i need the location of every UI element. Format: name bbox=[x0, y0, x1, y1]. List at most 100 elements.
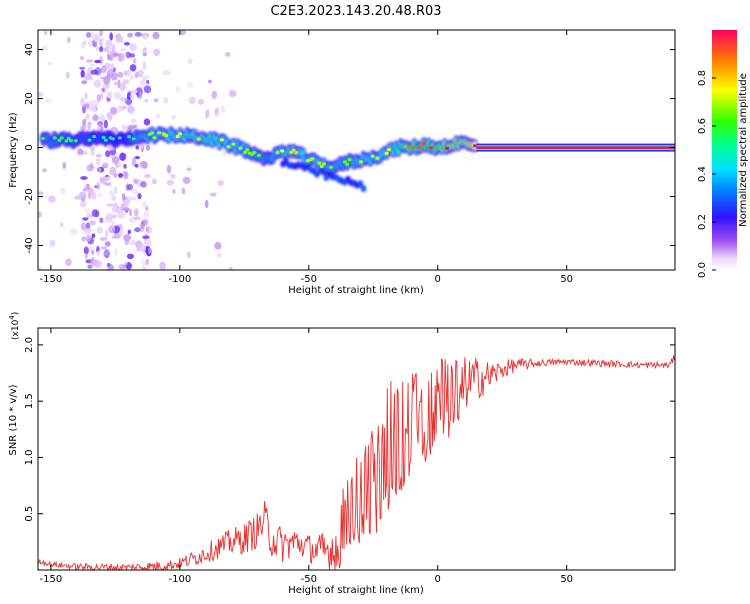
x-tick-label: -100 bbox=[168, 274, 191, 285]
noise-speckle bbox=[86, 164, 94, 172]
colorbar-tick-label: 0.6 bbox=[697, 118, 708, 134]
noise-speckle bbox=[99, 30, 104, 37]
ridge-peak bbox=[131, 137, 136, 141]
noise-speckle bbox=[104, 39, 113, 48]
noise-speckle bbox=[117, 71, 124, 78]
noise-speckle bbox=[113, 232, 121, 239]
noise-speckle bbox=[105, 229, 109, 239]
noise-speckle bbox=[93, 79, 102, 88]
noise-speckle bbox=[123, 42, 131, 46]
noise-speckle bbox=[110, 106, 117, 115]
snr-x-ticks: -150 -100 -50 0 50 bbox=[40, 328, 573, 585]
noise-speckle bbox=[38, 191, 44, 195]
ridge-peak bbox=[384, 151, 389, 155]
noise-speckle bbox=[80, 223, 86, 231]
ridge-peak bbox=[127, 135, 131, 139]
ridge-peak bbox=[445, 146, 449, 150]
noise-speckle bbox=[42, 45, 48, 51]
y-tick-label: 1.5 bbox=[24, 393, 35, 409]
spectrogram-frame bbox=[37, 29, 676, 271]
noise-speckle bbox=[96, 226, 103, 234]
ridge-peak bbox=[59, 136, 64, 140]
noise-speckle bbox=[119, 82, 127, 92]
noise-speckle bbox=[170, 173, 176, 179]
noise-speckle bbox=[83, 103, 90, 109]
noise-speckle bbox=[187, 58, 193, 64]
noise-speckle bbox=[87, 40, 93, 47]
noise-speckle bbox=[84, 252, 88, 260]
noise-speckle bbox=[133, 178, 139, 184]
noise-speckle bbox=[48, 195, 56, 203]
noise-speckle bbox=[104, 182, 112, 186]
x-tick-label: 50 bbox=[560, 274, 573, 285]
noise-speckle bbox=[143, 211, 150, 218]
noise-speckle bbox=[140, 244, 146, 253]
noise-speckle bbox=[69, 228, 78, 235]
noise-speckle bbox=[166, 179, 175, 186]
ridge-branch bbox=[357, 180, 364, 188]
noise-speckle bbox=[182, 176, 191, 184]
noise-speckle bbox=[143, 85, 152, 94]
y-tick-label: 20 bbox=[24, 92, 35, 105]
ridge-peak bbox=[226, 145, 231, 149]
noise-speckle bbox=[90, 69, 99, 75]
noise-speckle bbox=[119, 152, 127, 161]
noise-speckle bbox=[111, 207, 119, 212]
noise-speckle bbox=[96, 260, 103, 267]
noise-speckle bbox=[112, 52, 120, 57]
noise-speckle bbox=[137, 193, 142, 200]
noise-speckle bbox=[111, 43, 116, 53]
noise-speckle bbox=[140, 223, 145, 233]
noise-speckle bbox=[113, 81, 119, 86]
spectrogram-panel: -150 -100 -50 0 50 40 20 0 -20 -40 Height of str… bbox=[8, 29, 676, 296]
noise-speckle bbox=[86, 31, 91, 38]
noise-speckle bbox=[119, 48, 126, 52]
noise-speckle bbox=[145, 226, 149, 232]
ridge-peak bbox=[403, 145, 408, 149]
y-tick-label: 1.0 bbox=[24, 449, 35, 465]
noise-speckle bbox=[145, 258, 150, 265]
noise-speckle bbox=[144, 98, 149, 103]
noise-speckle bbox=[147, 247, 152, 254]
noise-speckle bbox=[97, 122, 103, 128]
colorbar-tick-label: 0.8 bbox=[697, 70, 708, 86]
noise-speckle bbox=[144, 173, 151, 179]
noise-speckle bbox=[113, 72, 118, 81]
noise-speckle bbox=[216, 252, 222, 258]
noise-speckle bbox=[83, 247, 89, 255]
noise-speckle bbox=[146, 79, 150, 85]
noise-speckle bbox=[132, 58, 137, 64]
noise-speckle bbox=[126, 104, 134, 113]
noise-speckle bbox=[91, 250, 95, 255]
noise-speckle bbox=[106, 203, 115, 207]
colorbar: 0.0 0.2 0.4 0.6 0.8 Normalized spectral ampl… bbox=[697, 30, 749, 278]
noise-speckle bbox=[94, 59, 102, 64]
noise-speckle bbox=[175, 86, 180, 92]
noise-speckle bbox=[127, 32, 134, 38]
noise-speckle bbox=[84, 92, 88, 100]
noise-speckle bbox=[123, 163, 127, 169]
ridge-peak bbox=[69, 139, 73, 143]
noise-speckle bbox=[123, 79, 130, 85]
ridge-peak bbox=[164, 134, 169, 138]
noise-speckle bbox=[105, 212, 113, 221]
noise-speckle bbox=[124, 261, 128, 266]
noise-speckle bbox=[220, 104, 226, 113]
ridge-peak bbox=[410, 145, 415, 150]
noise-speckle bbox=[145, 239, 152, 247]
noise-speckle bbox=[142, 235, 150, 239]
noise-speckle bbox=[138, 91, 143, 100]
noise-speckle bbox=[81, 236, 87, 242]
noise-speckle bbox=[197, 98, 205, 105]
noise-speckle bbox=[100, 36, 105, 44]
noise-speckle bbox=[87, 193, 92, 199]
noise-speckle bbox=[105, 150, 111, 158]
noise-speckle bbox=[110, 126, 118, 134]
noise-speckle bbox=[186, 81, 194, 88]
ridge-peak bbox=[472, 144, 477, 148]
snr-scale-suffix: ) bbox=[11, 312, 21, 316]
noise-speckle bbox=[119, 227, 125, 236]
noise-speckle bbox=[117, 104, 123, 113]
noise-speckle bbox=[106, 262, 111, 267]
noise-speckle bbox=[81, 197, 86, 203]
